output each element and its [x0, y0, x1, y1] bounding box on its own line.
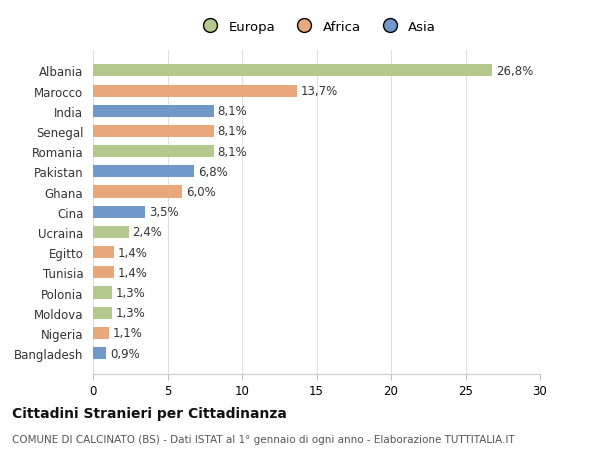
Text: 1,4%: 1,4%	[118, 246, 148, 259]
Text: 6,8%: 6,8%	[198, 166, 228, 179]
Text: 26,8%: 26,8%	[496, 65, 533, 78]
Bar	[93, 307, 112, 319]
Bar	[93, 267, 114, 279]
Text: 8,1%: 8,1%	[217, 105, 247, 118]
Text: Cittadini Stranieri per Cittadinanza: Cittadini Stranieri per Cittadinanza	[12, 406, 287, 420]
Text: 8,1%: 8,1%	[217, 146, 247, 158]
Bar	[93, 186, 182, 198]
Bar	[93, 246, 114, 258]
Bar	[93, 347, 106, 359]
Legend: Europa, Africa, Asia: Europa, Africa, Asia	[194, 18, 439, 36]
Bar	[93, 106, 214, 118]
Text: 1,4%: 1,4%	[118, 266, 148, 279]
Bar	[93, 166, 194, 178]
Text: COMUNE DI CALCINATO (BS) - Dati ISTAT al 1° gennaio di ogni anno - Elaborazione : COMUNE DI CALCINATO (BS) - Dati ISTAT al…	[12, 434, 515, 444]
Bar	[93, 85, 297, 97]
Bar	[93, 226, 129, 239]
Text: 8,1%: 8,1%	[217, 125, 247, 138]
Text: 1,1%: 1,1%	[113, 327, 143, 340]
Bar	[93, 126, 214, 138]
Text: 13,7%: 13,7%	[301, 85, 338, 98]
Bar	[93, 206, 145, 218]
Text: 6,0%: 6,0%	[186, 185, 216, 199]
Text: 3,5%: 3,5%	[149, 206, 179, 219]
Text: 1,3%: 1,3%	[116, 286, 146, 299]
Bar	[93, 146, 214, 158]
Text: 0,9%: 0,9%	[110, 347, 140, 360]
Text: 2,4%: 2,4%	[133, 226, 163, 239]
Bar	[93, 327, 109, 339]
Text: 1,3%: 1,3%	[116, 307, 146, 319]
Bar	[93, 65, 493, 77]
Bar	[93, 287, 112, 299]
